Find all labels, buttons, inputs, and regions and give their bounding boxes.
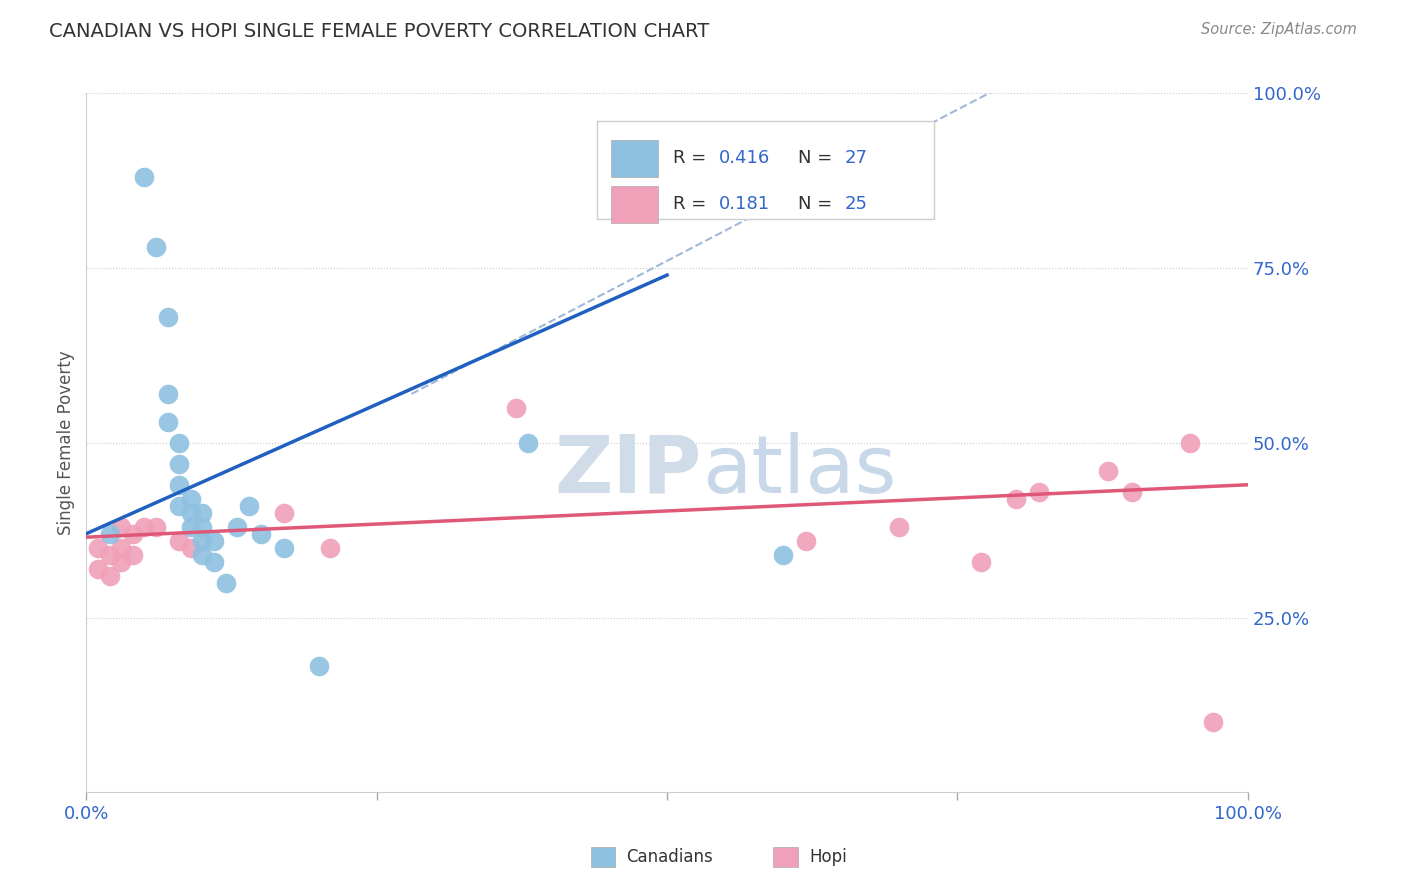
FancyBboxPatch shape — [598, 121, 934, 219]
Text: Source: ZipAtlas.com: Source: ZipAtlas.com — [1201, 22, 1357, 37]
Point — [167, 457, 190, 471]
FancyBboxPatch shape — [612, 186, 658, 223]
Point — [87, 561, 110, 575]
Point — [1028, 484, 1050, 499]
Point — [167, 435, 190, 450]
Point — [191, 506, 214, 520]
Point — [226, 519, 249, 533]
Text: Canadians: Canadians — [627, 848, 713, 866]
Point — [180, 541, 202, 555]
Point — [969, 555, 991, 569]
Text: N =: N = — [799, 150, 838, 168]
Y-axis label: Single Female Poverty: Single Female Poverty — [58, 351, 75, 535]
Point — [1121, 484, 1143, 499]
Point — [167, 477, 190, 491]
Point — [134, 519, 156, 533]
Point — [121, 526, 143, 541]
Point — [215, 575, 238, 590]
Point — [180, 491, 202, 506]
Text: R =: R = — [673, 195, 711, 213]
Point — [110, 555, 132, 569]
Text: CANADIAN VS HOPI SINGLE FEMALE POVERTY CORRELATION CHART: CANADIAN VS HOPI SINGLE FEMALE POVERTY C… — [49, 22, 710, 41]
Point — [889, 519, 911, 533]
Point — [98, 526, 121, 541]
Point — [110, 541, 132, 555]
Text: 0.416: 0.416 — [720, 150, 770, 168]
Point — [156, 415, 179, 429]
Point — [191, 519, 214, 533]
Point — [319, 541, 342, 555]
Point — [167, 533, 190, 548]
Point — [191, 548, 214, 562]
Point — [191, 533, 214, 548]
Point — [98, 568, 121, 582]
Point — [1004, 491, 1026, 506]
Point — [516, 435, 538, 450]
Text: ZIP: ZIP — [554, 432, 702, 510]
Text: 0.181: 0.181 — [720, 195, 770, 213]
Point — [1178, 435, 1201, 450]
Point — [87, 541, 110, 555]
Text: N =: N = — [799, 195, 838, 213]
Text: atlas: atlas — [702, 432, 896, 510]
Point — [156, 387, 179, 401]
Point — [121, 548, 143, 562]
Point — [180, 506, 202, 520]
Point — [167, 499, 190, 513]
Point — [249, 526, 271, 541]
Text: 25: 25 — [845, 195, 868, 213]
Text: 27: 27 — [845, 150, 868, 168]
FancyBboxPatch shape — [612, 140, 658, 177]
Point — [796, 533, 818, 548]
Point — [505, 401, 527, 415]
Point — [110, 519, 132, 533]
Point — [156, 310, 179, 324]
Point — [1202, 715, 1225, 730]
Point — [238, 499, 260, 513]
Point — [98, 548, 121, 562]
Text: R =: R = — [673, 150, 711, 168]
Point — [202, 533, 225, 548]
Point — [273, 506, 295, 520]
Point — [1097, 464, 1119, 478]
Point — [145, 240, 167, 254]
Text: Hopi: Hopi — [810, 848, 846, 866]
Point — [180, 519, 202, 533]
Point — [145, 519, 167, 533]
Point — [772, 548, 794, 562]
Point — [202, 555, 225, 569]
Point — [273, 541, 295, 555]
Point — [308, 659, 330, 673]
Point — [134, 170, 156, 185]
